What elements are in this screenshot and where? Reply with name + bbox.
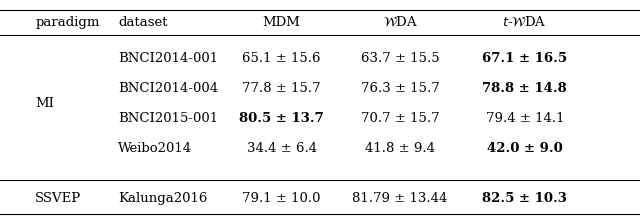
Text: $t$-$\mathcal{W}$DA: $t$-$\mathcal{W}$DA: [502, 15, 547, 29]
Text: MDM: MDM: [262, 16, 301, 29]
Text: 42.0 ± 9.0: 42.0 ± 9.0: [487, 142, 563, 155]
Text: 76.3 ± 15.7: 76.3 ± 15.7: [360, 82, 440, 95]
Text: 79.4 ± 14.1: 79.4 ± 14.1: [486, 112, 564, 125]
Text: 65.1 ± 15.6: 65.1 ± 15.6: [243, 52, 321, 65]
Text: Kalunga2016: Kalunga2016: [118, 192, 208, 205]
Text: 41.8 ± 9.4: 41.8 ± 9.4: [365, 142, 435, 155]
Text: 81.79 ± 13.44: 81.79 ± 13.44: [352, 192, 448, 205]
Text: 78.8 ± 14.8: 78.8 ± 14.8: [483, 82, 567, 95]
Text: 79.1 ± 10.0: 79.1 ± 10.0: [243, 192, 321, 205]
Text: Weibo2014: Weibo2014: [118, 142, 193, 155]
Text: paradigm: paradigm: [35, 16, 100, 29]
Text: 63.7 ± 15.5: 63.7 ± 15.5: [361, 52, 439, 65]
Text: 82.5 ± 10.3: 82.5 ± 10.3: [483, 192, 567, 205]
Text: 34.4 ± 6.4: 34.4 ± 6.4: [246, 142, 317, 155]
Text: 70.7 ± 15.7: 70.7 ± 15.7: [361, 112, 439, 125]
Text: 77.8 ± 15.7: 77.8 ± 15.7: [243, 82, 321, 95]
Text: MI: MI: [35, 97, 54, 110]
Text: BNCI2014-004: BNCI2014-004: [118, 82, 218, 95]
Text: SSVEP: SSVEP: [35, 192, 81, 205]
Text: BNCI2014-001: BNCI2014-001: [118, 52, 218, 65]
Text: BNCI2015-001: BNCI2015-001: [118, 112, 218, 125]
Text: $\mathcal{W}$DA: $\mathcal{W}$DA: [383, 15, 417, 29]
Text: 80.5 ± 13.7: 80.5 ± 13.7: [239, 112, 324, 125]
Text: 67.1 ± 16.5: 67.1 ± 16.5: [482, 52, 568, 65]
Text: dataset: dataset: [118, 16, 168, 29]
